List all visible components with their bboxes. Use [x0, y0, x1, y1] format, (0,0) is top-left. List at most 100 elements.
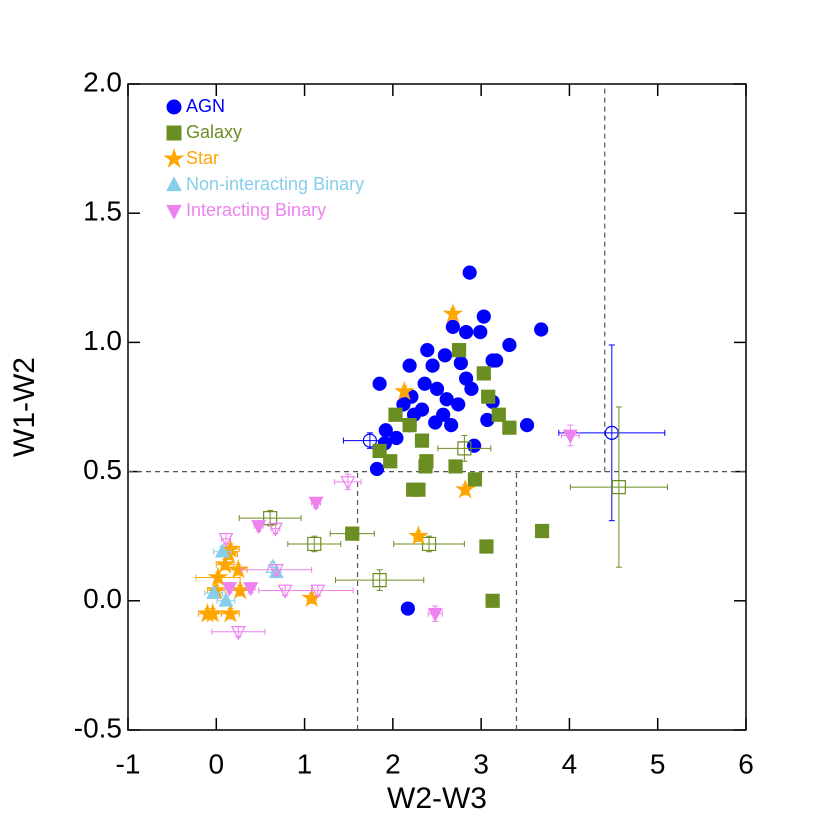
point [444, 417, 459, 433]
y-tick-label: 0.5 [83, 454, 122, 485]
point [442, 303, 464, 323]
legend-marker [166, 176, 182, 192]
point [408, 525, 429, 545]
x-tick-label: 0 [208, 748, 224, 779]
point [310, 584, 326, 599]
point [534, 523, 550, 539]
x-tick-label: 2 [385, 748, 401, 779]
legend-marker [166, 204, 182, 220]
legend-marker [166, 99, 182, 115]
point [425, 358, 440, 373]
point [362, 433, 378, 448]
point [394, 380, 415, 401]
legend-label: Star [186, 148, 219, 168]
point [534, 322, 549, 337]
point [427, 607, 443, 623]
point [462, 265, 477, 280]
point [243, 582, 259, 597]
point [388, 407, 403, 422]
point [402, 358, 417, 373]
legend-marker [163, 147, 185, 169]
point [218, 592, 234, 607]
point [502, 420, 517, 435]
legend-label: AGN [186, 96, 225, 116]
point [502, 337, 517, 353]
x-tick-label: 1 [297, 748, 313, 779]
point [451, 397, 466, 412]
point [218, 532, 234, 548]
point [251, 520, 267, 535]
point [414, 402, 430, 417]
point [197, 602, 218, 623]
point [459, 371, 474, 386]
point [372, 376, 387, 391]
point [466, 438, 482, 453]
point [228, 559, 249, 579]
legend-marker [166, 125, 182, 141]
y-tick-label: 2.0 [83, 66, 122, 97]
y-tick-label: -0.5 [74, 712, 122, 743]
point [340, 476, 356, 491]
point [562, 429, 578, 444]
x-tick-label: 5 [650, 748, 666, 779]
point [420, 343, 435, 358]
x-tick-label: 3 [473, 748, 489, 779]
point [400, 601, 415, 616]
point [372, 443, 387, 459]
point [464, 381, 479, 397]
point [604, 425, 619, 440]
point [214, 553, 236, 574]
point [308, 496, 324, 512]
legend-label: Galaxy [186, 122, 242, 142]
point [473, 324, 488, 340]
point [437, 348, 453, 363]
point [611, 480, 626, 495]
point [207, 566, 229, 587]
point [418, 459, 433, 474]
point [459, 324, 474, 340]
point [476, 366, 491, 381]
point [369, 461, 385, 477]
point [414, 433, 430, 448]
point [383, 454, 398, 469]
point [451, 343, 467, 358]
point [402, 417, 417, 433]
x-tick-label: 4 [562, 748, 578, 779]
point [519, 417, 535, 433]
point [206, 584, 222, 599]
point [214, 543, 230, 558]
point [411, 482, 426, 497]
point [230, 626, 246, 641]
point [345, 526, 360, 541]
y-tick-label: 1.0 [83, 325, 122, 356]
point [448, 459, 463, 474]
point [481, 389, 496, 404]
x-axis-label: W2-W3 [387, 782, 487, 815]
y-tick-label: 0.0 [83, 583, 122, 614]
point [491, 407, 506, 422]
point [439, 392, 454, 407]
point [454, 478, 476, 499]
point [268, 563, 284, 579]
plot-frame [127, 83, 747, 731]
point [479, 539, 494, 554]
y-axis-label: W1-W2 [8, 357, 41, 457]
point [429, 381, 445, 397]
x-tick-label: 6 [738, 748, 754, 779]
point [428, 415, 443, 430]
legend-label: Non-interacting Binary [186, 174, 364, 194]
x-tick-label: -1 [116, 748, 141, 779]
point [372, 573, 387, 588]
y-tick-label: 1.5 [83, 196, 122, 227]
point [489, 353, 504, 368]
point [378, 423, 393, 438]
point [222, 582, 238, 597]
point [467, 472, 483, 487]
legend-label: Interacting Binary [186, 200, 326, 220]
point [476, 309, 491, 324]
point [453, 355, 468, 371]
point [307, 536, 322, 552]
point [421, 536, 437, 552]
point [277, 584, 293, 599]
